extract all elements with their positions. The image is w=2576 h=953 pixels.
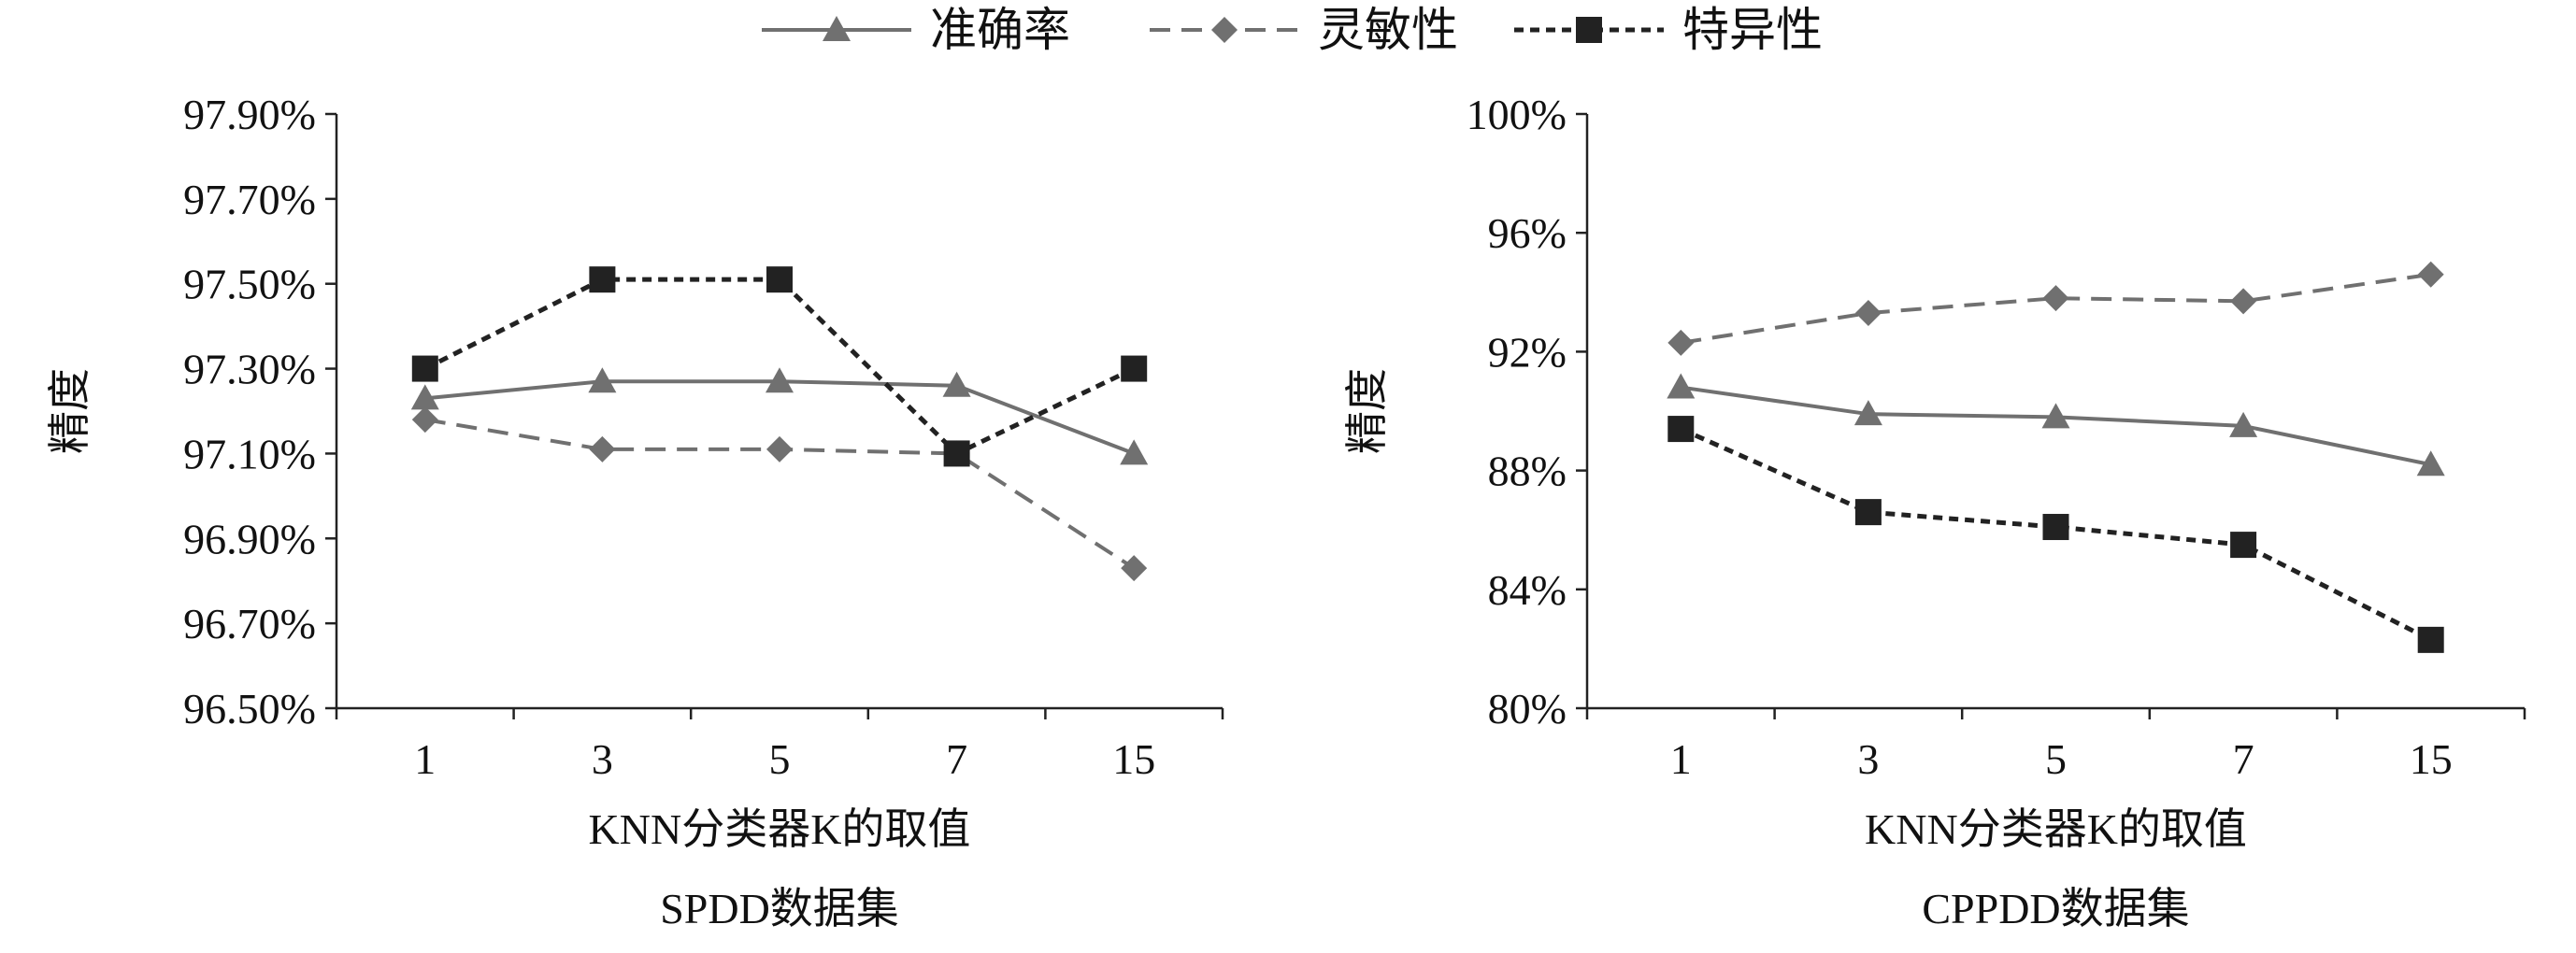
cppdd-series-2-point xyxy=(2417,261,2444,288)
cppdd-series-2-point xyxy=(1667,329,1695,356)
cppdd-series-1-point xyxy=(2041,403,2070,429)
spdd-x-tick-label: 15 xyxy=(1112,735,1155,783)
spdd-y-tick-label: 97.70% xyxy=(183,176,316,223)
cppdd-series-1-point xyxy=(1667,373,1696,399)
spdd-series-2-point xyxy=(411,406,438,434)
cppdd-x-tick-label: 7 xyxy=(2233,735,2254,783)
legend-label-3: 特异性 xyxy=(1682,4,1823,56)
cppdd-y-tick-label: 80% xyxy=(1488,685,1567,733)
spdd-y-tick-label: 96.70% xyxy=(183,600,316,647)
spdd-series-line-3 xyxy=(423,277,1136,457)
spdd-x-tick-label: 3 xyxy=(592,735,613,783)
cppdd-series-2-point xyxy=(2230,288,2257,315)
legend-label-2: 灵敏性 xyxy=(1318,4,1458,56)
spdd-series-3-point xyxy=(589,266,616,293)
spdd-x-axis-title: KNN分类器K的取值 xyxy=(589,805,971,853)
legend-label-1: 准确率 xyxy=(930,4,1070,56)
spdd-x-tick-label: 7 xyxy=(946,735,967,783)
spdd-series-2-point xyxy=(766,435,793,462)
cppdd-x-tick-label: 1 xyxy=(1670,735,1692,783)
chart-spdd-svg: 96.50% 96.70% 96.90% 97.10% 97.30% 97.50% 97.7… xyxy=(46,91,1224,932)
cppdd-y-tick-label: 100% xyxy=(1467,91,1567,138)
spdd-y-tick-label: 97.50% xyxy=(183,261,316,308)
spdd-series-3-point xyxy=(943,440,970,467)
cppdd-chart-title: CPPDD数据集 xyxy=(1922,885,2189,932)
spdd-chart-title: SPDD数据集 xyxy=(660,885,899,932)
cppdd-series-2-point xyxy=(1854,300,1882,327)
cppdd-series-3-point xyxy=(2042,514,2069,541)
spdd-y-axis-title: 精度 xyxy=(46,368,93,454)
spdd-y-tick-label: 96.90% xyxy=(183,515,316,562)
cppdd-y-tick-label: 88% xyxy=(1488,448,1567,495)
cppdd-series-line-3 xyxy=(1680,426,2432,643)
chart-cppdd: 80% 84% 88% 92% 96% 100% 1 3 5 7 15 KNN分类器K的取值 CPPDD… xyxy=(1288,65,2576,953)
cppdd-x-tick-label: 5 xyxy=(2045,735,2067,783)
spdd-series-3-point xyxy=(411,355,438,382)
spdd-series-1-point xyxy=(1120,439,1149,465)
cppdd-y-tick-label: 96% xyxy=(1488,209,1567,257)
cppdd-y-axis-title: 精度 xyxy=(1343,368,1391,454)
spdd-y-tick-label: 96.50% xyxy=(183,685,316,733)
cppdd-y-tick-label: 84% xyxy=(1488,566,1567,614)
cppdd-y-tick-label: 92% xyxy=(1488,328,1567,376)
cppdd-series-1-point xyxy=(1853,400,1882,426)
spdd-y-tick-label: 97.90% xyxy=(183,91,316,138)
spdd-series-3-point xyxy=(766,266,793,293)
spdd-y-tick-label: 97.30% xyxy=(183,346,316,393)
cppdd-series-3-point xyxy=(2417,626,2444,653)
cppdd-series-1-point xyxy=(2416,450,2445,476)
cppdd-series-1-point xyxy=(2229,411,2258,437)
cppdd-series-3-point xyxy=(1667,416,1695,443)
legend-svg: 准确率 灵敏性 特异性 xyxy=(762,4,1823,56)
spdd-x-tick-label: 5 xyxy=(769,735,791,783)
spdd-x-tick-label: 1 xyxy=(414,735,436,783)
spdd-series-1-point xyxy=(942,371,971,397)
legend: 准确率 灵敏性 特异性 xyxy=(0,0,2576,65)
spdd-series-3-point xyxy=(1121,355,1148,382)
chart-cppdd-svg: 80% 84% 88% 92% 96% 100% 1 3 5 7 15 KNN分类器K的取值 CPPDD… xyxy=(1343,91,2526,932)
legend-marker-2 xyxy=(1211,17,1238,43)
spdd-series-1-point xyxy=(588,367,617,393)
spdd-y-tick-label: 97.10% xyxy=(183,430,316,477)
cppdd-x-tick-label: 3 xyxy=(1857,735,1879,783)
spdd-series-1-point xyxy=(410,384,439,410)
spdd-series-2-point xyxy=(589,435,616,462)
cppdd-series-2-point xyxy=(2042,285,2069,312)
spdd-series-2-point xyxy=(1121,555,1148,582)
cppdd-x-tick-label: 15 xyxy=(2410,735,2453,783)
cppdd-series-3-point xyxy=(2230,532,2257,559)
spdd-series-1-point xyxy=(766,367,794,393)
cppdd-series-3-point xyxy=(1854,499,1882,526)
legend-marker-1 xyxy=(823,16,851,41)
cppdd-x-axis-title: KNN分类器K的取值 xyxy=(1865,805,2247,853)
legend-marker-3 xyxy=(1576,17,1602,43)
chart-spdd: 96.50% 96.70% 96.90% 97.10% 97.30% 97.50% 97.7… xyxy=(0,65,1288,953)
